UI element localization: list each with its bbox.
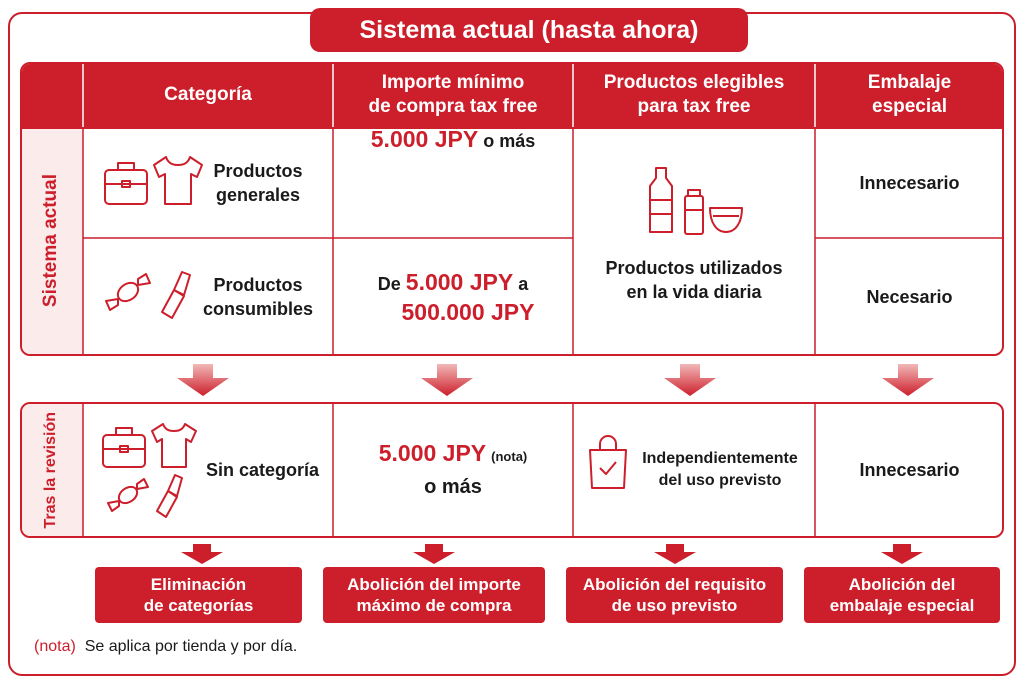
change-line: Eliminación — [150, 575, 247, 594]
side-label: Tras la revisión — [20, 402, 82, 538]
header-cell: Importe mínimo de compra tax free — [333, 62, 573, 127]
candy-icon — [107, 478, 149, 512]
minimum-cell: De 5.000 JPY a 500.000 JPY — [333, 238, 573, 355]
small-arrows — [181, 544, 923, 564]
change-line: Abolición del requisito — [582, 575, 767, 594]
lipstick-icon — [156, 474, 183, 518]
amount: 500.000 JPY — [401, 298, 535, 325]
side-label-bg — [22, 404, 84, 536]
category-line: Productos — [213, 274, 303, 295]
category-cell: Sin categoría — [200, 402, 325, 538]
eligible-line: en la vida diaria — [626, 282, 762, 302]
change-box: Abolición del embalaje especial — [804, 567, 1000, 623]
header-row — [22, 64, 1002, 129]
connector: a — [518, 273, 529, 294]
header-line: de compra tax free — [368, 95, 538, 117]
current-table — [20, 62, 1004, 356]
category-cell: Productos generales — [198, 127, 318, 238]
shirt-icon — [151, 423, 197, 468]
minimum-line: 5.000 JPY (nota) — [379, 438, 528, 472]
header-separators — [82, 64, 816, 127]
change-box: Abolición del requisito de uso previsto — [566, 567, 783, 623]
amount: 5.000 JPY — [405, 268, 514, 295]
category-line: generales — [215, 184, 301, 205]
eligible-cell: Independientemente del uso previsto — [630, 402, 810, 538]
eligible-line: Productos utilizados — [605, 258, 783, 278]
category-line: Productos — [213, 160, 303, 181]
header-line: Categoría — [164, 83, 252, 105]
eligible-cell: Productos utilizados en la vida diaria — [573, 250, 815, 310]
packaging-text: Innecesario — [859, 460, 960, 480]
header-line: Importe mínimo — [381, 71, 525, 93]
lipstick-icon — [161, 271, 191, 319]
footnote: (nota) Se aplica por tienda y por día. — [34, 638, 297, 656]
change-line: Abolición del — [848, 575, 956, 594]
eligible-line: Independientemente — [642, 450, 798, 467]
side-label-bg — [22, 129, 84, 354]
title: Sistema actual (hasta ahora) — [310, 8, 748, 52]
candy-icon — [105, 273, 151, 311]
side-label-text: Sistema actual — [40, 174, 61, 308]
change-line: Abolición del importe — [347, 575, 521, 594]
note-text: Se aplica por tienda y por día. — [84, 638, 298, 655]
header-line: Embalaje — [867, 71, 952, 93]
header-cell: Embalaje especial — [815, 62, 1004, 127]
category-line: consumibles — [202, 298, 314, 319]
side-label-text: Tras la revisión — [42, 411, 59, 529]
header-cell: Categoría — [83, 62, 333, 127]
change-line: de categorías — [143, 596, 254, 615]
prefix: De — [377, 273, 401, 294]
change-line: embalaje especial — [829, 596, 975, 615]
suffix: o más — [424, 476, 482, 498]
packaging-cell: Innecesario — [815, 402, 1004, 538]
header-cell: Productos elegibles para tax free — [573, 62, 815, 127]
minimum-line: De 5.000 JPY a — [378, 268, 528, 298]
minimum-cell: 5.000 JPY o más — [333, 127, 573, 238]
suffix: o más — [483, 131, 536, 151]
packaging-cell: Necesario — [815, 238, 1004, 355]
briefcase-icon — [102, 427, 146, 468]
briefcase-icon — [104, 162, 148, 205]
change-box: Abolición del importe máximo de compra — [323, 567, 545, 623]
big-arrows — [177, 364, 934, 396]
category-cell: Productos consumibles — [198, 238, 318, 355]
bag-icon — [589, 435, 627, 489]
header-line: Productos elegibles — [603, 71, 785, 93]
revised-table — [20, 402, 1004, 538]
minimum-cell: 5.000 JPY (nota) o más — [333, 402, 573, 538]
header-line: especial — [872, 95, 947, 117]
icons — [102, 156, 743, 518]
side-label: Sistema actual — [20, 127, 82, 355]
change-line: máximo de compra — [356, 596, 512, 615]
note-marker: (nota) — [491, 449, 528, 464]
packaging-text: Innecesario — [859, 172, 960, 193]
packaging-cell: Innecesario — [815, 127, 1004, 238]
shirt-icon — [153, 156, 203, 205]
bottles-icon — [649, 167, 743, 235]
grid-lines — [82, 127, 1003, 537]
packaging-text: Necesario — [866, 286, 953, 307]
category-text: Sin categoría — [205, 460, 320, 480]
eligible-line: del uso previsto — [658, 472, 782, 489]
change-line: de uso previsto — [611, 596, 738, 615]
header-line: para tax free — [637, 95, 751, 117]
change-box: Eliminación de categorías — [95, 567, 302, 623]
amount: 5.000 JPY — [378, 440, 487, 466]
note-marker: (nota) — [34, 638, 76, 655]
amount: 5.000 JPY — [370, 126, 479, 152]
